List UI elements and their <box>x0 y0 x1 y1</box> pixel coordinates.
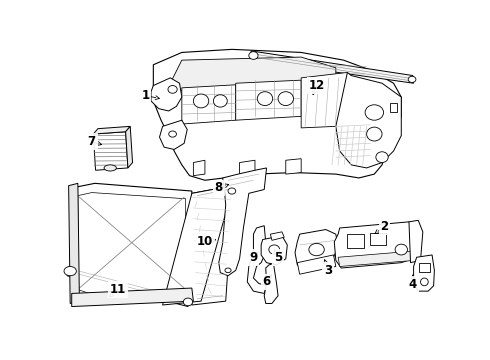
Polygon shape <box>153 49 401 180</box>
Ellipse shape <box>278 92 294 105</box>
Polygon shape <box>297 255 336 274</box>
Bar <box>370 233 386 245</box>
Ellipse shape <box>395 244 408 255</box>
Ellipse shape <box>104 165 117 171</box>
Bar <box>347 234 365 248</box>
Bar <box>419 263 430 272</box>
Text: 7: 7 <box>88 135 96 148</box>
Ellipse shape <box>64 266 76 276</box>
Ellipse shape <box>269 245 280 254</box>
Ellipse shape <box>183 298 193 306</box>
Polygon shape <box>270 232 284 240</box>
Text: 1: 1 <box>142 89 150 102</box>
Ellipse shape <box>228 188 236 194</box>
Ellipse shape <box>376 152 388 163</box>
Ellipse shape <box>213 95 227 107</box>
Text: 5: 5 <box>274 251 282 264</box>
Polygon shape <box>93 126 130 134</box>
Polygon shape <box>172 57 336 91</box>
Polygon shape <box>286 159 301 174</box>
Polygon shape <box>240 160 255 178</box>
Polygon shape <box>338 251 415 266</box>
Ellipse shape <box>408 76 416 82</box>
Polygon shape <box>409 220 423 263</box>
Ellipse shape <box>168 86 177 93</box>
Text: 2: 2 <box>380 220 389 233</box>
Polygon shape <box>295 230 338 270</box>
Polygon shape <box>72 288 194 306</box>
Text: 12: 12 <box>308 79 325 92</box>
Ellipse shape <box>225 268 231 273</box>
Polygon shape <box>69 183 79 303</box>
Text: 10: 10 <box>197 235 213 248</box>
Polygon shape <box>194 160 205 176</box>
Ellipse shape <box>194 94 209 108</box>
Polygon shape <box>261 236 287 265</box>
Polygon shape <box>301 72 355 128</box>
Polygon shape <box>72 183 192 301</box>
Polygon shape <box>251 51 414 83</box>
Polygon shape <box>93 132 128 170</box>
Text: 11: 11 <box>110 283 126 296</box>
Ellipse shape <box>169 131 176 137</box>
Ellipse shape <box>249 52 258 59</box>
Text: 8: 8 <box>215 181 223 194</box>
Polygon shape <box>163 186 233 305</box>
Polygon shape <box>336 72 401 168</box>
Ellipse shape <box>420 278 428 286</box>
Polygon shape <box>247 226 267 293</box>
Polygon shape <box>125 126 132 168</box>
Polygon shape <box>334 222 416 268</box>
Polygon shape <box>182 85 236 124</box>
Polygon shape <box>414 255 435 291</box>
Ellipse shape <box>365 105 384 120</box>
Ellipse shape <box>257 92 273 105</box>
Text: 9: 9 <box>249 251 258 264</box>
Polygon shape <box>219 168 267 276</box>
Polygon shape <box>78 193 186 294</box>
Ellipse shape <box>309 243 324 256</box>
Polygon shape <box>264 264 278 303</box>
Polygon shape <box>67 266 190 306</box>
Ellipse shape <box>367 127 382 141</box>
Text: 6: 6 <box>263 275 270 288</box>
Polygon shape <box>236 80 301 120</box>
Bar <box>390 103 397 112</box>
Polygon shape <box>159 120 187 149</box>
Text: 4: 4 <box>409 278 417 291</box>
Polygon shape <box>151 78 182 111</box>
Polygon shape <box>192 186 233 305</box>
Text: 3: 3 <box>324 264 332 277</box>
